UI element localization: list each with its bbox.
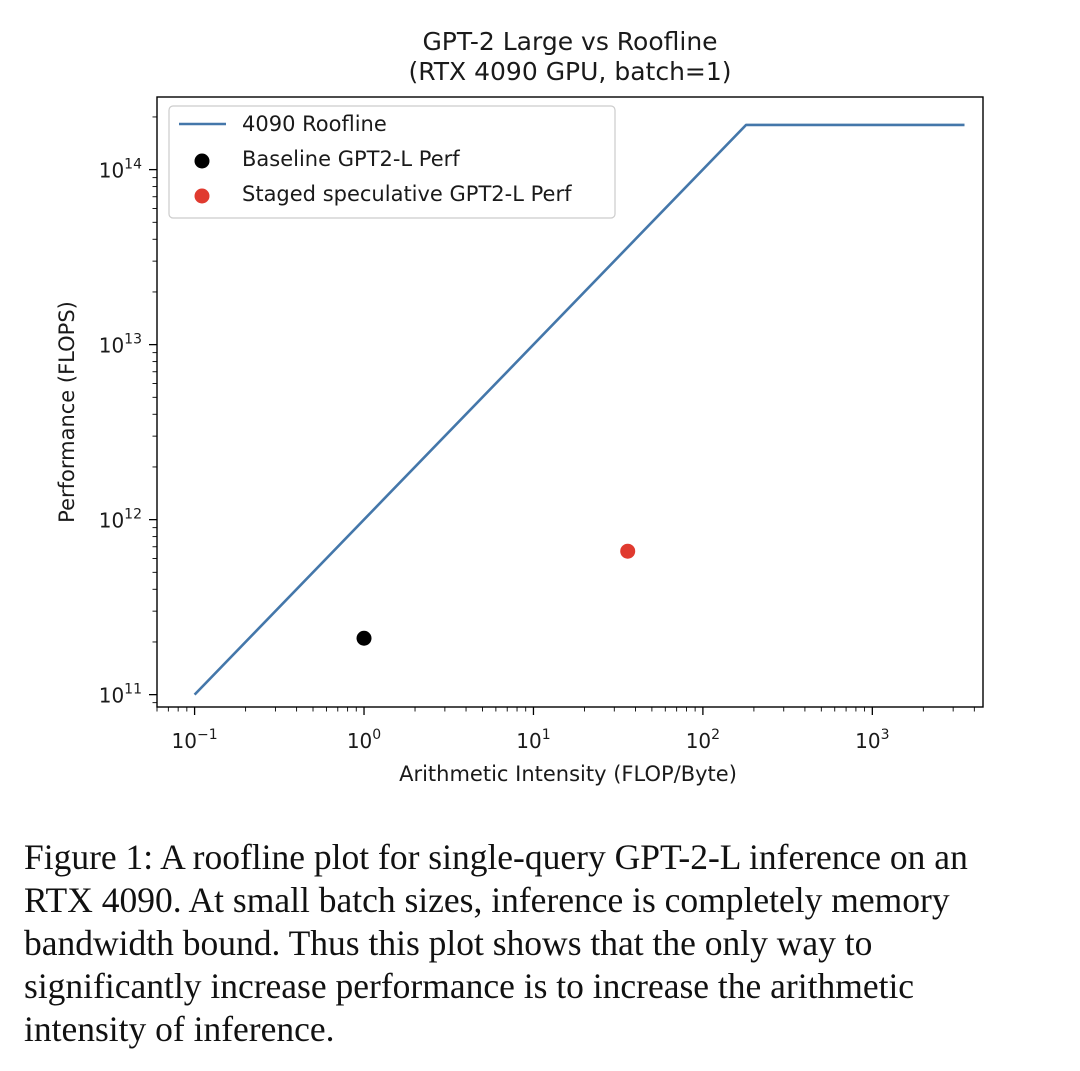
x-tick-label: 10−1 [172,727,218,753]
data-point [356,630,372,646]
y-tick-label: 1013 [99,332,142,358]
caption-line: significantly increase performance is to… [24,966,915,1006]
caption-line: Figure 1: A roofline plot for single-que… [24,837,968,877]
figure-caption: Figure 1: A roofline plot for single-que… [24,836,1052,1051]
legend-marker-swatch [194,153,210,169]
roofline-series-line [193,123,965,696]
legend-label: Staged speculative GPT2-L Perf [242,182,572,206]
legend-label: 4090 Roofline [242,112,387,136]
caption-line: bandwidth bound. Thus this plot shows th… [24,923,873,963]
roofline-figure: GPT-2 Large vs Roofline (RTX 4090 GPU, ba… [55,27,984,786]
x-axis-label: Arithmetic Intensity (FLOP/Byte) [399,762,737,786]
y-tick-label: 1011 [99,682,142,708]
x-tick-label: 103 [855,727,889,753]
x-tick-label: 100 [347,727,381,753]
data-point [620,543,636,559]
x-tick-label: 102 [686,727,720,753]
legend-marker-swatch [194,188,210,204]
y-axis-label: Performance (FLOPS) [55,301,79,523]
plot-frame [156,96,984,708]
legend-label: Baseline GPT2-L Perf [242,147,460,171]
x-tick-label: 101 [516,727,550,753]
roofline-chart: GPT-2 Large vs Roofline(RTX 4090 GPU, ba… [55,27,984,786]
chart-title-line: GPT-2 Large vs Roofline [422,27,717,56]
y-tick-label: 1014 [99,157,142,183]
caption-line: intensity of inference. [24,1009,335,1049]
chart-title-line: (RTX 4090 GPU, batch=1) [408,57,731,86]
legend-box [168,105,616,219]
caption-line: RTX 4090. At small batch sizes, inferenc… [24,880,950,920]
y-tick-label: 1012 [99,507,142,533]
